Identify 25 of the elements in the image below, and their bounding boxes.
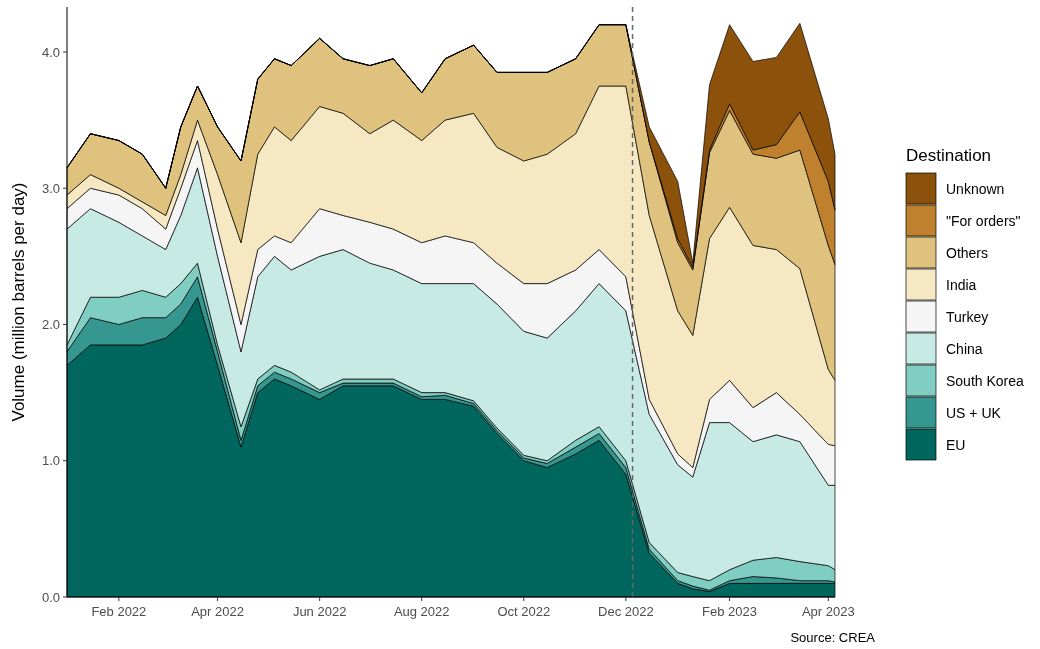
x-tick-label: Apr 2022 xyxy=(191,604,244,619)
y-tick-label: 1.0 xyxy=(41,453,60,469)
y-axis-title: Volume (million barrels per day) xyxy=(9,182,28,422)
x-tick-label: Jun 2022 xyxy=(292,604,347,619)
x-tick-label: Dec 2022 xyxy=(598,604,654,619)
x-tick-label: Oct 2022 xyxy=(497,604,551,619)
y-tick-label: 3.0 xyxy=(41,180,60,196)
y-tick-label: 2.0 xyxy=(41,317,60,333)
legend-label: US + UK xyxy=(946,404,1002,421)
legend-label: Turkey xyxy=(946,308,989,325)
x-tick-label: Feb 2023 xyxy=(702,604,758,619)
legend-label: China xyxy=(946,340,983,357)
x-tick-label: Apr 2023 xyxy=(801,604,855,619)
legend-label: EU xyxy=(946,436,966,453)
legend-title: Destination xyxy=(906,146,992,165)
y-tick-label: 4.0 xyxy=(41,44,60,60)
y-tick-label: 0.0 xyxy=(41,589,60,605)
x-tick-label: Aug 2022 xyxy=(393,604,450,619)
x-tick-label: Feb 2022 xyxy=(91,604,147,619)
legend-label: Unknown xyxy=(946,180,1005,197)
legend-label: Others xyxy=(946,244,989,261)
source-note: Source: CREA xyxy=(790,630,876,645)
legend-label: India xyxy=(946,276,977,293)
legend-label: "For orders" xyxy=(946,212,1021,229)
legend-label: South Korea xyxy=(946,372,1025,389)
